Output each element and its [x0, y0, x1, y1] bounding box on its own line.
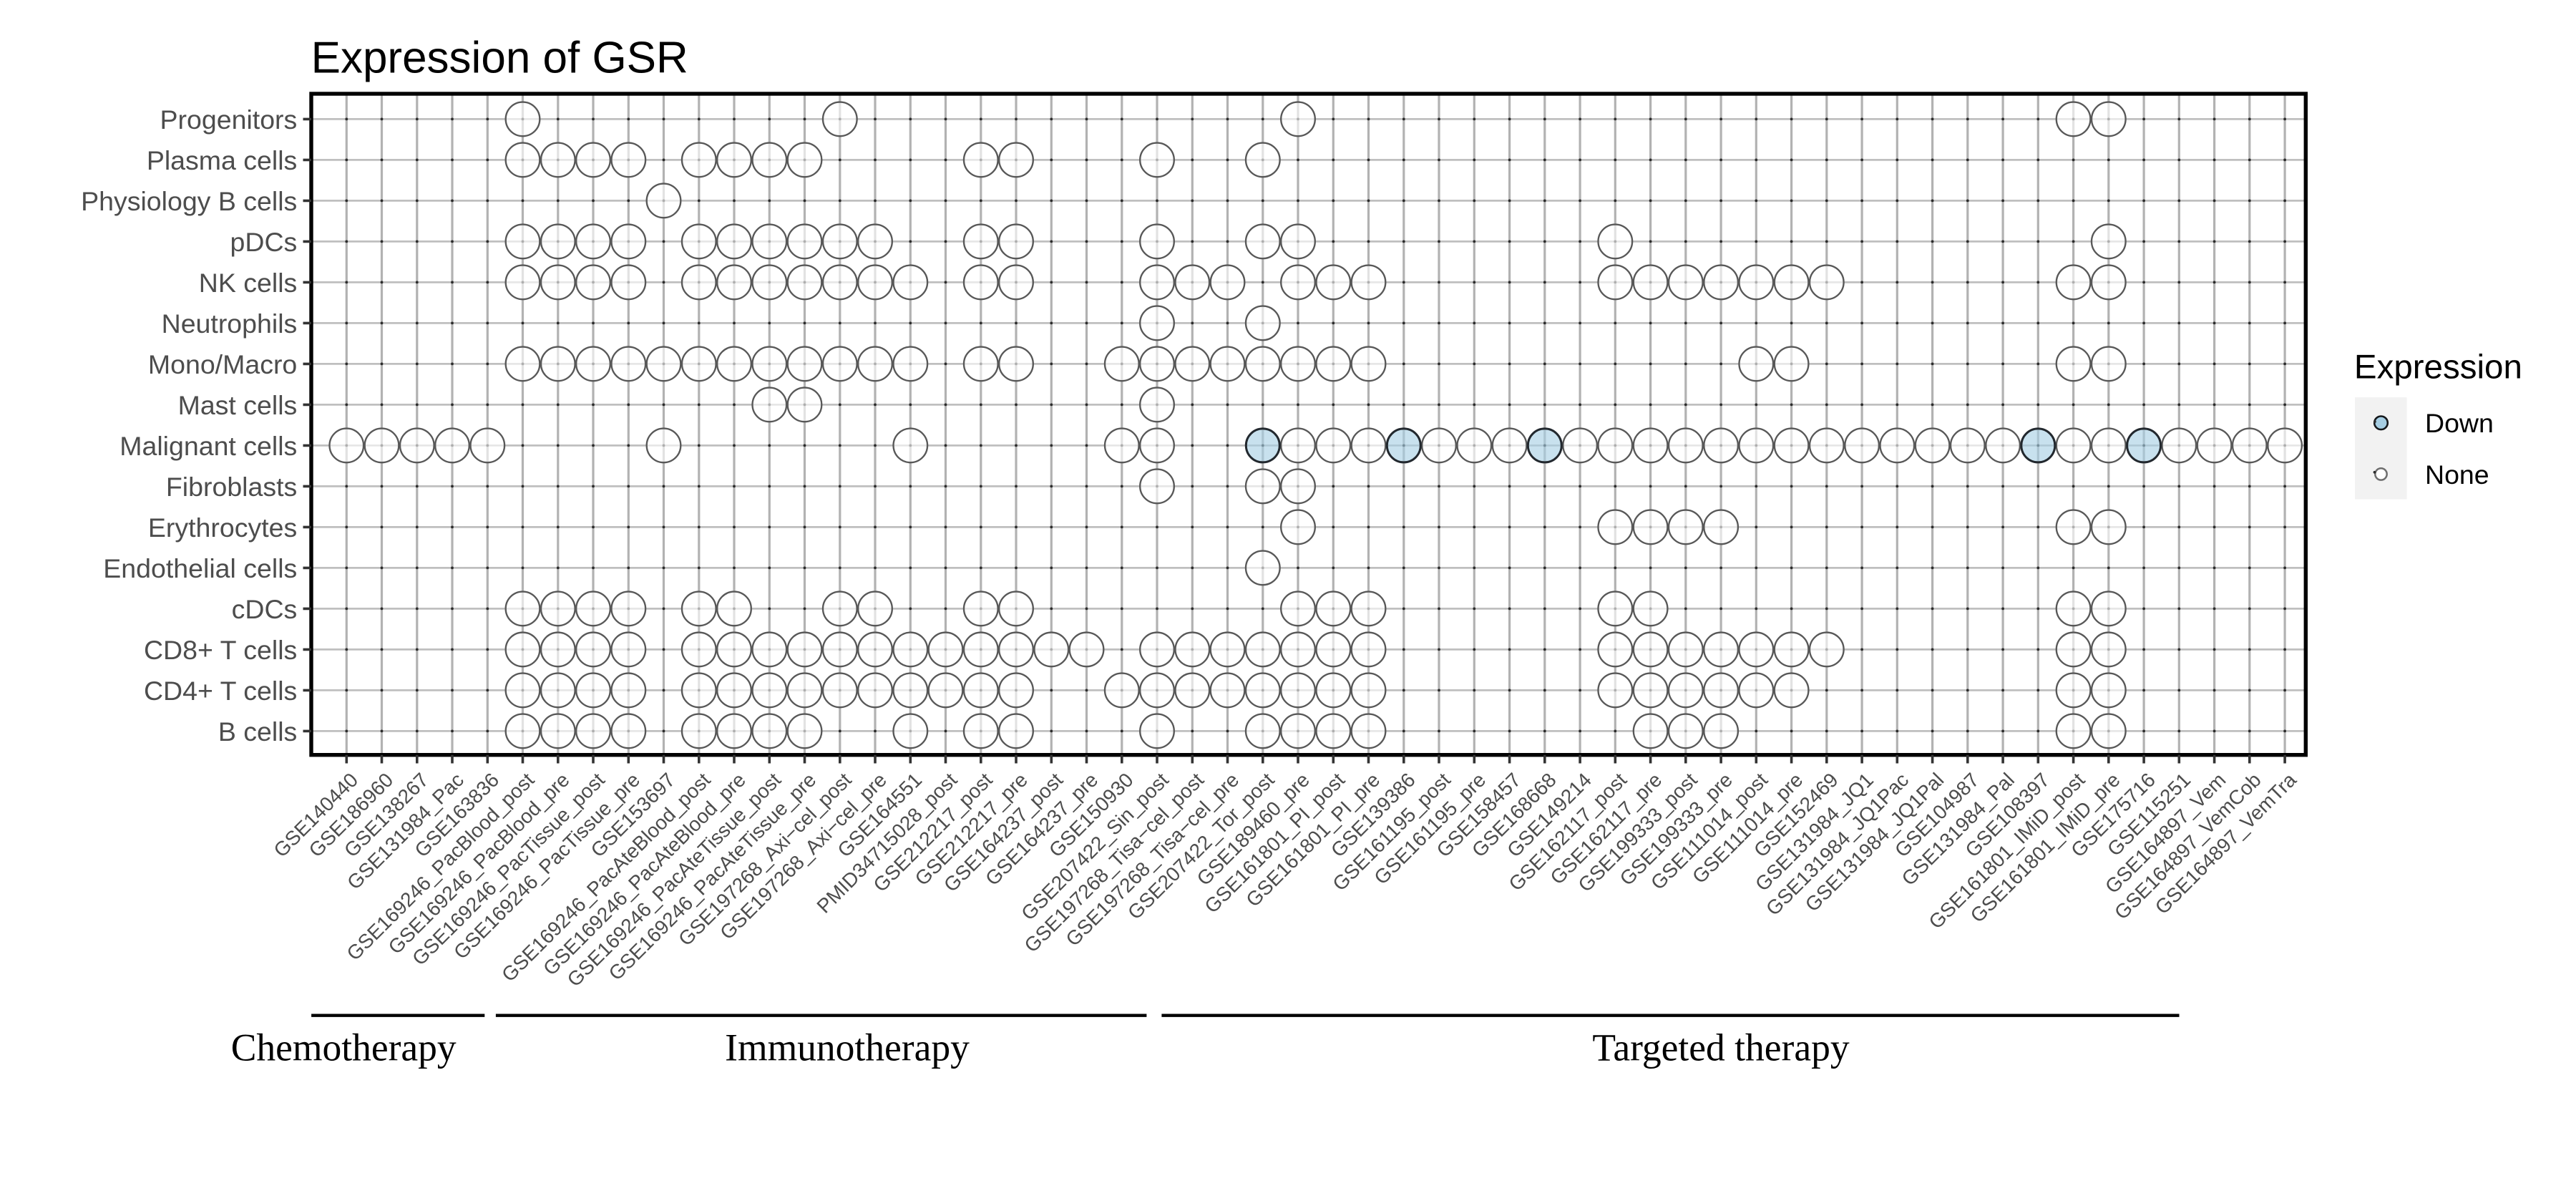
- svg-text:Endothelial cells: Endothelial cells: [103, 553, 297, 583]
- svg-text:Physiology B cells: Physiology B cells: [81, 186, 297, 216]
- svg-text:None: None: [2425, 460, 2489, 490]
- svg-text:NK cells: NK cells: [199, 268, 298, 298]
- svg-text:Mast cells: Mast cells: [178, 390, 298, 420]
- svg-text:CD8+ T cells: CD8+ T cells: [144, 635, 297, 665]
- svg-text:Fibroblasts: Fibroblasts: [166, 472, 297, 502]
- svg-text:pDCs: pDCs: [230, 227, 298, 257]
- svg-text:Down: Down: [2425, 408, 2494, 438]
- svg-text:Neutrophils: Neutrophils: [162, 308, 298, 339]
- svg-text:Malignant cells: Malignant cells: [119, 431, 297, 461]
- svg-text:Progenitors: Progenitors: [160, 105, 298, 135]
- svg-text:Plasma cells: Plasma cells: [147, 145, 297, 175]
- svg-text:CD4+ T cells: CD4+ T cells: [144, 676, 297, 706]
- svg-text:Expression: Expression: [2354, 349, 2522, 387]
- svg-text:Chemotherapy: Chemotherapy: [231, 1026, 457, 1069]
- svg-text:cDCs: cDCs: [232, 594, 298, 624]
- svg-text:Targeted therapy: Targeted therapy: [1592, 1026, 1849, 1069]
- svg-text:Immunotherapy: Immunotherapy: [725, 1026, 970, 1069]
- svg-text:B cells: B cells: [218, 716, 297, 747]
- svg-text:Erythrocytes: Erythrocytes: [148, 512, 297, 543]
- svg-text:Mono/Macro: Mono/Macro: [148, 349, 297, 379]
- svg-text:Expression of GSR: Expression of GSR: [311, 34, 688, 83]
